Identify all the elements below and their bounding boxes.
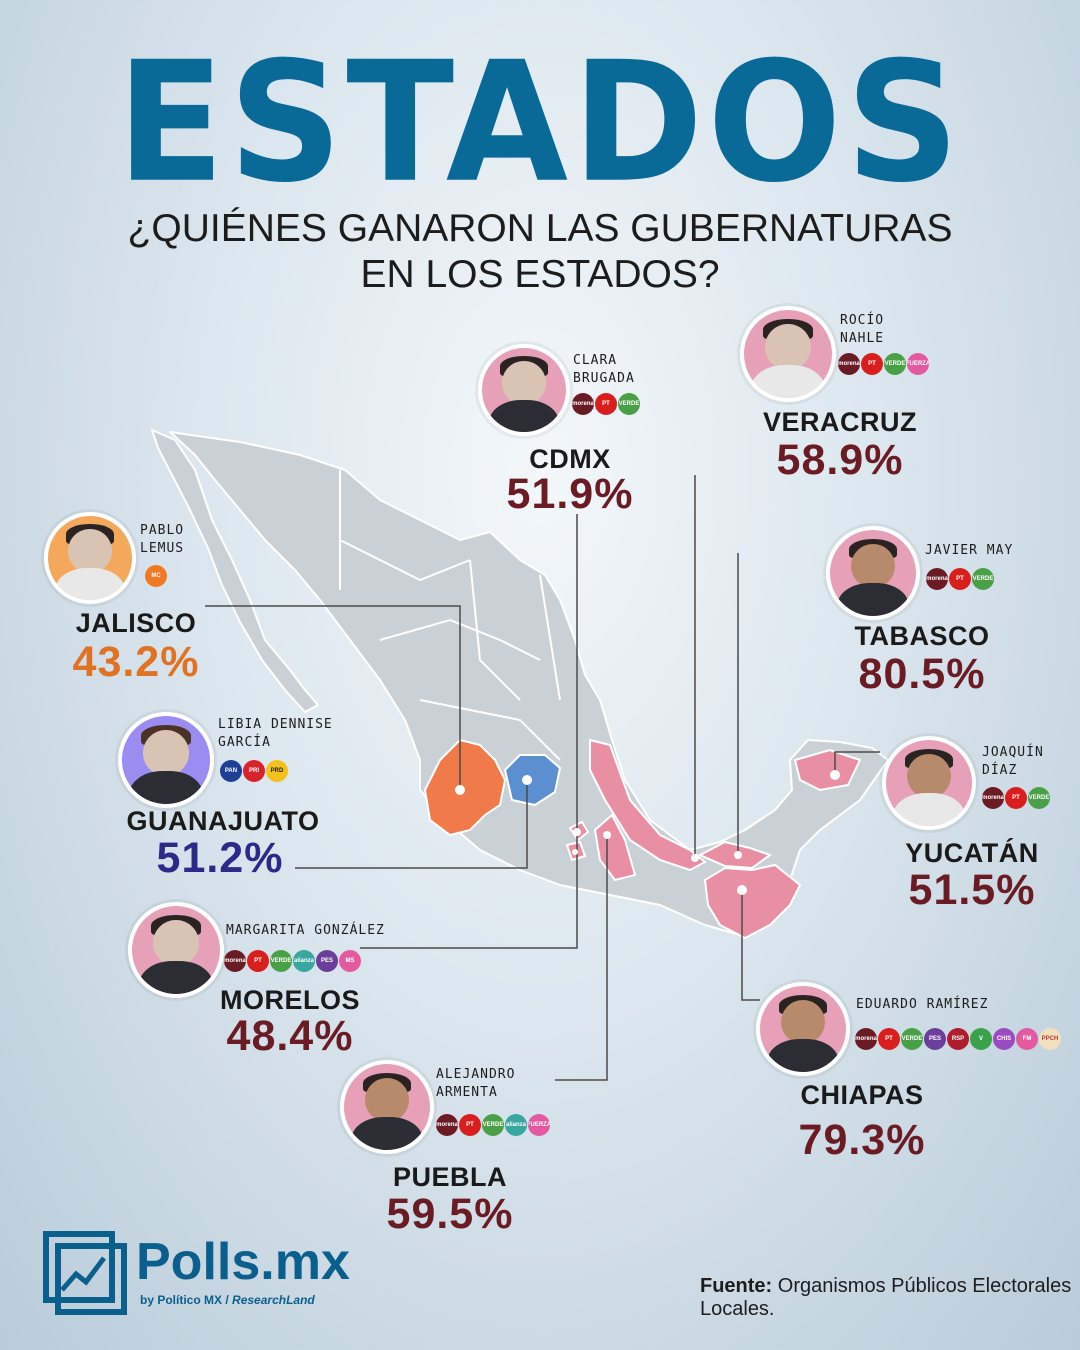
map-chiapas <box>703 863 802 940</box>
leader-yucatan <box>834 751 880 775</box>
map-veracruz <box>589 738 707 872</box>
state-name: YUCATÁN <box>905 838 1039 868</box>
party-logos: morena PT VERDE <box>572 393 640 415</box>
avatar-joaquin-diaz <box>882 736 976 830</box>
map-puebla <box>593 813 637 882</box>
party-logos: MC <box>145 565 167 587</box>
vote-percent: 58.9% <box>776 436 904 484</box>
state-name: JALISCO <box>75 608 197 638</box>
avatar-eduardo-ramirez <box>756 982 850 1076</box>
map-baja-california <box>151 429 319 713</box>
avatar-alejandro-armenta <box>340 1060 434 1154</box>
vote-percent: 59.5% <box>386 1190 514 1238</box>
candidate-name: JOAQUÍN DÍAZ <box>982 745 1044 778</box>
polls-logo-icon <box>43 1231 127 1315</box>
page-subtitle: ¿QUIÉNES GANARON LAS GUBERNATURAS EN LOS… <box>0 206 1080 298</box>
party-logos: morena PT VERDE FUERZA <box>838 353 929 375</box>
vote-percent: 80.5% <box>858 650 986 698</box>
map-yucatan <box>793 748 862 792</box>
map-jalisco <box>423 738 507 837</box>
party-logos: morena PT VERDE <box>982 787 1050 809</box>
source-note: Fuente: Organismos Públicos Electorales … <box>700 1275 1072 1320</box>
state-name: CHIAPAS <box>800 1080 924 1110</box>
avatar-pablo-lemus <box>44 512 136 604</box>
avatar-margarita-gonzalez <box>128 902 224 998</box>
avatar-libia-dennise-garcia <box>118 712 214 808</box>
candidate-name: EDUARDO RAMÍREZ <box>856 997 989 1012</box>
party-logos: morena PT VERDE alianza FUERZA <box>436 1114 550 1136</box>
vote-percent: 48.4% <box>226 1012 354 1060</box>
page-title: ESTADOS <box>116 26 964 220</box>
state-name: PUEBLA <box>392 1162 507 1192</box>
state-name: GUANAJUATO <box>126 806 320 836</box>
candidate-name: JAVIER MAY <box>925 543 1014 558</box>
vote-percent: 79.3% <box>798 1116 926 1164</box>
candidate-name: MARGARITA GONZÁLEZ <box>226 923 385 938</box>
vote-percent: 43.2% <box>72 638 200 686</box>
party-logos: morena PT VERDE <box>926 568 994 590</box>
leader-cdmx <box>360 514 578 949</box>
map-guanajuato <box>503 754 562 807</box>
map-mainland <box>169 431 889 936</box>
candidate-name: LIBIA DENNISE GARCÍA <box>218 717 333 750</box>
leader-chiapas <box>741 890 760 1001</box>
leader-jalisco <box>205 605 461 790</box>
state-name: CDMX <box>529 444 611 474</box>
subtitle-line-2: EN LOS ESTADOS? <box>360 253 720 296</box>
brand-name: Polls.mx <box>136 1233 350 1291</box>
avatar-javier-may <box>826 526 920 620</box>
leader-puebla <box>555 835 608 1081</box>
candidate-name: ALEJANDRO ARMENTA <box>436 1067 516 1100</box>
vote-percent: 51.9% <box>506 470 634 518</box>
candidate-name: CLARA BRUGADA <box>573 353 635 386</box>
avatar-rocio-nahle <box>740 306 836 402</box>
party-logos: morena PT VERDE PES RSP V CHIS FM PPCH <box>855 1028 1061 1050</box>
state-name: VERACRUZ <box>762 407 917 437</box>
party-logos: PAN PRI PRD <box>220 760 288 782</box>
state-name: TABASCO <box>854 621 990 651</box>
state-name: MORELOS <box>219 985 360 1015</box>
leader-guanajuato <box>295 780 528 869</box>
candidate-name: ROCÍO NAHLE <box>840 313 885 346</box>
subtitle-line-1: ¿QUIÉNES GANARON LAS GUBERNATURAS <box>127 207 953 250</box>
brand-byline: by Político MX / ResearchLand <box>140 1293 315 1307</box>
party-logos: morena PT VERDE alianza PES MS <box>224 950 361 972</box>
candidate-name: PABLO LEMUS <box>140 523 185 556</box>
avatar-clara-brugada <box>478 344 570 436</box>
vote-percent: 51.5% <box>908 866 1036 914</box>
vote-percent: 51.2% <box>156 834 284 882</box>
